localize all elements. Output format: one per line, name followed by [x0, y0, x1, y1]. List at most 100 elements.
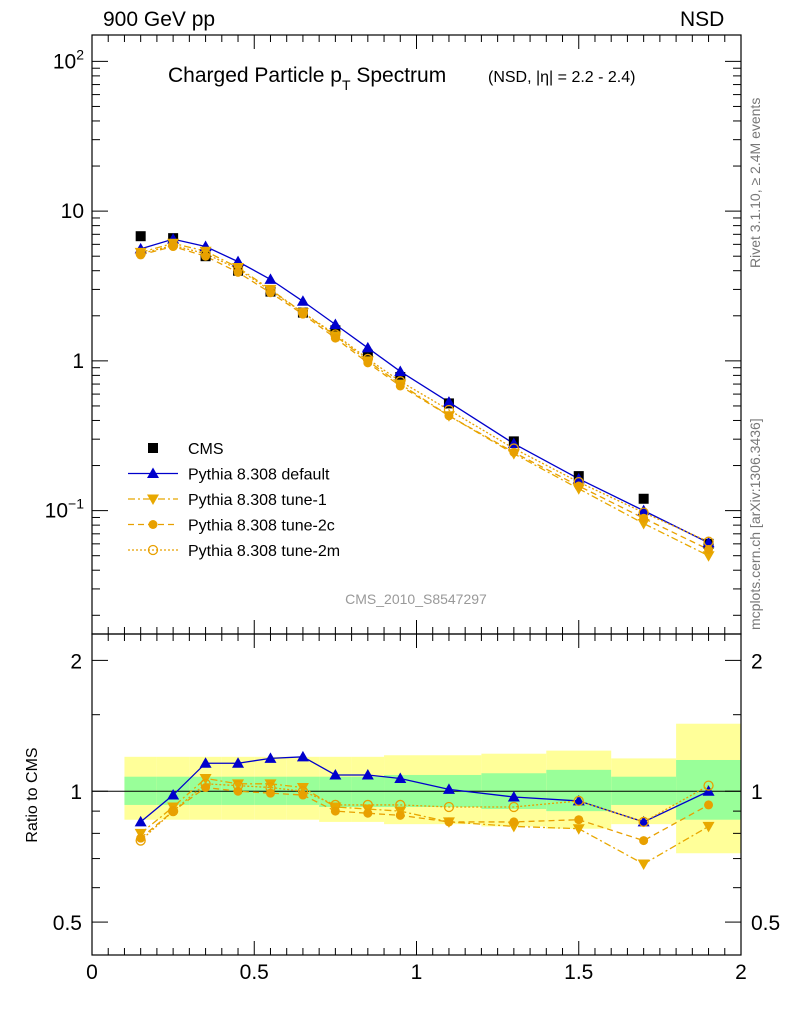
main-series-3-point	[168, 242, 178, 252]
main-series-4-point	[200, 248, 211, 259]
ratio-series-0-point	[572, 794, 585, 806]
ratio-y-tick-label: 0.5	[53, 912, 82, 935]
main-series-1-point	[442, 396, 455, 407]
legend-label-1: Pythia 8.308 default	[188, 467, 330, 484]
ratio-series-0-point	[442, 783, 455, 794]
ratio-series-2-point	[704, 800, 714, 810]
main-series-3-point	[233, 267, 243, 277]
ratio-series-3-point	[362, 799, 373, 811]
ratio-y-tick-label-right: 1	[751, 781, 763, 804]
ratio-series-2-point	[363, 808, 373, 818]
ratio-series-0-point	[134, 815, 147, 827]
main-series-4-point	[638, 507, 649, 518]
chart-subtitle: (NSD, |η| = 2.2 - 2.4)	[488, 69, 635, 86]
ratio-series-3-point	[200, 778, 211, 789]
ratio-y-tick-label: 2	[70, 650, 82, 673]
ratio-series-1-point	[702, 821, 715, 833]
legend-label-4: Pythia 8.308 tune-2m	[188, 543, 340, 560]
ratio-series-2-point	[639, 836, 649, 846]
band-green	[351, 776, 385, 807]
main-series-1-point	[329, 318, 342, 329]
main-y-tick-label: 10−1	[45, 496, 85, 523]
ratio-series-0-point	[167, 789, 180, 800]
main-y-tick-label: 102	[53, 46, 84, 73]
main-series-3-point	[704, 545, 714, 555]
main-series-1-point	[637, 504, 650, 516]
ratio-series-2-point	[574, 815, 584, 825]
x-tick-label: 0.5	[240, 961, 269, 984]
ratio-y-tick-label-right: 0.5	[751, 912, 780, 935]
main-y-tick-label: 1	[72, 350, 84, 373]
x-tick-label: 2	[735, 961, 747, 984]
ratio-series-3-point	[638, 816, 649, 828]
main-series-4-point	[362, 353, 373, 365]
main-series-4-point	[395, 376, 406, 387]
main-series-0-point	[638, 493, 649, 504]
legend-marker-0	[148, 443, 158, 453]
ratio-y-tick-label: 1	[70, 781, 82, 804]
ratio-series-2-point	[395, 810, 405, 820]
main-series-4-point	[297, 307, 309, 318]
ratio-series-3-point	[443, 801, 455, 813]
x-tick-label: 0	[86, 961, 98, 984]
legend: CMS Pythia 8.308 default Pythia 8.308 tune…	[128, 441, 340, 560]
ratio-series-1-point	[637, 859, 650, 871]
ratio-series-0-point	[264, 752, 277, 763]
ratio-series-3-point	[297, 786, 309, 797]
x-tick-label: 1	[411, 961, 423, 984]
ratio-series-1-line	[140, 777, 709, 865]
main-series-1-line	[140, 238, 709, 544]
legend-marker-2	[147, 494, 159, 505]
ratio-series-1-point	[296, 782, 309, 794]
ratio-series-2-line	[140, 786, 709, 842]
ratio-series-3-point	[265, 782, 276, 793]
main-series-4-point	[703, 536, 714, 547]
analysis-watermark: CMS_2010_S8547297	[345, 591, 487, 607]
main-series-4-line	[140, 244, 709, 543]
legend-marker-3	[148, 520, 158, 529]
legend-marker-4	[147, 544, 159, 556]
ratio-series-0-point	[507, 790, 520, 802]
ratio-series-0-point	[394, 772, 407, 783]
main-series-3-point	[330, 333, 340, 343]
ratio-series-3-point	[573, 795, 584, 807]
legend-label-0: CMS	[188, 441, 224, 458]
main-series-1-point	[296, 295, 309, 306]
ratio-series-0-line	[140, 756, 709, 823]
ratio-y-tick-label-right: 2	[751, 650, 763, 673]
main-series-4-point	[508, 443, 519, 454]
main-series-2-line	[140, 242, 709, 557]
legend-marker-1	[147, 467, 159, 478]
main-series-1-point	[361, 341, 374, 353]
main-series-4-point	[443, 404, 455, 416]
ratio-series-3-point	[135, 835, 146, 846]
main-series-2-point	[702, 551, 715, 562]
ratio-series-3-point	[508, 801, 519, 813]
ratio-series-0-point	[232, 757, 245, 768]
ratio-series-0-point	[637, 815, 650, 827]
main-series-4-point	[135, 248, 146, 259]
ratio-series-2-point	[298, 790, 308, 800]
ratio-series-3-point	[330, 799, 341, 811]
ratio-series-1-point	[572, 824, 585, 835]
main-series-3-line	[140, 245, 709, 551]
ratio-series-0-point	[361, 768, 374, 780]
main-series-1-point	[394, 365, 407, 376]
legend-label-2: Pythia 8.308 tune-1	[188, 492, 327, 509]
main-series-3-point	[639, 513, 649, 523]
main-series-0-point	[135, 231, 146, 242]
main-series-4-point	[573, 476, 584, 488]
ratio-series-2-point	[233, 786, 243, 796]
x-tick-label: 1.5	[564, 961, 593, 984]
ratio-series-2-point	[136, 833, 146, 843]
ratio-y-axis-label: Ratio to CMS	[24, 747, 41, 842]
band-green	[319, 776, 352, 807]
header-left: 900 GeV pp	[103, 8, 216, 31]
ratio-series-2-point	[168, 806, 178, 816]
ratio-series-3-point	[395, 799, 406, 811]
ratio-series-3-point	[703, 780, 714, 791]
ratio-series-3-point	[232, 780, 244, 791]
ratio-series-0-point	[329, 768, 342, 780]
main-y-tick-label: 10	[61, 200, 84, 223]
